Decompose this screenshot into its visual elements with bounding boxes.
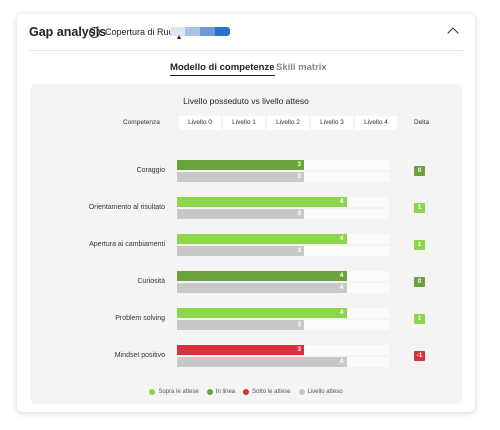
bar-value-label: 4	[336, 308, 347, 318]
bar-value-label: 4	[336, 234, 347, 244]
competence-label: Mindset positivo	[114, 352, 165, 359]
competence-label: Curiosità	[137, 278, 165, 285]
chart-legend: Sopra le attese In linea Sotto le attese Li…	[30, 389, 462, 395]
possessed-level-bar	[177, 308, 337, 318]
level-header: Livello 4	[355, 116, 397, 130]
legend-dot-icon	[206, 389, 213, 395]
delta-badge: 1	[414, 203, 425, 213]
expected-level-bar	[177, 246, 295, 256]
competence-label: Apertura ai cambiamenti	[89, 241, 165, 248]
expected-level-bar	[177, 357, 337, 367]
chart-panel: Livello posseduto vs livello atteso Comp…	[30, 84, 462, 404]
level-header: Livello 2	[267, 116, 309, 130]
bar-value-label: 3	[294, 209, 305, 219]
role-coverage-segment	[200, 27, 215, 36]
bar-value-label: 3	[294, 172, 305, 182]
delta-badge: 1	[414, 314, 425, 324]
tab-skill-matrix[interactable]: Skill matrix	[276, 62, 327, 73]
column-header-competence: Competenza	[123, 119, 160, 126]
competence-label: Orientamento al risultato	[88, 204, 165, 211]
expected-level-bar	[177, 172, 295, 182]
bar-value-label: 3	[294, 160, 305, 170]
legend-label: Sotto le attese	[252, 389, 291, 395]
role-coverage-segment	[185, 27, 200, 36]
legend-label: In linea	[215, 389, 236, 395]
expected-level-bar	[177, 320, 295, 330]
bar-value-label: 4	[336, 197, 347, 207]
possessed-level-bar	[177, 345, 295, 355]
delta-badge: 1	[414, 240, 425, 250]
tab-modello-di-competenze[interactable]: Modello di competenze	[170, 62, 275, 76]
legend-label: Livello atteso	[307, 389, 343, 395]
legend-item: In linea	[206, 389, 236, 395]
legend-item: Sotto le attese	[243, 389, 291, 395]
expected-level-bar	[177, 283, 337, 293]
delta-badge: 0	[414, 166, 425, 176]
possessed-level-bar	[177, 197, 337, 207]
role-coverage-marker-icon	[177, 35, 181, 39]
legend-dot-icon	[243, 389, 250, 395]
legend-item: Livello atteso	[298, 389, 343, 395]
level-header: Livello 0	[179, 116, 221, 130]
column-header-delta: Delta	[414, 119, 430, 126]
chart-title: Livello posseduto vs livello atteso	[183, 96, 309, 106]
delta-badge: 0	[414, 277, 425, 287]
legend-dot-icon	[149, 389, 156, 395]
role-coverage-label: Copertura di Ruolo	[105, 27, 181, 37]
bar-value-label: 3	[294, 320, 305, 330]
level-header: Livello 3	[311, 116, 353, 130]
divider	[29, 50, 463, 51]
legend-dot-icon	[298, 389, 305, 395]
delta-badge: -1	[414, 351, 425, 361]
bar-value-label: 4	[336, 283, 347, 293]
card-header[interactable]: Gap analysis i Copertura di Ruolo	[17, 14, 475, 50]
level-header: Livello 1	[223, 116, 265, 130]
possessed-level-bar	[177, 271, 337, 281]
possessed-level-bar	[177, 160, 295, 170]
legend-label: Sopra le attese	[158, 389, 199, 395]
bar-value-label: 3	[294, 345, 305, 355]
competence-label: Coraggio	[136, 167, 165, 174]
bar-value-label: 4	[336, 357, 347, 367]
gap-analysis-card: Gap analysis i Copertura di Ruolo Modell…	[17, 14, 475, 412]
card-title: Gap analysis	[29, 25, 107, 39]
role-coverage-segment	[170, 27, 185, 36]
role-coverage-segment	[215, 27, 230, 36]
bar-value-label: 4	[336, 271, 347, 281]
legend-item: Sopra le attese	[149, 389, 199, 395]
info-icon[interactable]: i	[89, 27, 100, 38]
chevron-up-icon[interactable]	[447, 27, 459, 39]
competence-label: Problem solving	[115, 315, 165, 322]
possessed-level-bar	[177, 234, 337, 244]
bar-value-label: 3	[294, 246, 305, 256]
expected-level-bar	[177, 209, 295, 219]
role-coverage-bar	[170, 27, 230, 36]
